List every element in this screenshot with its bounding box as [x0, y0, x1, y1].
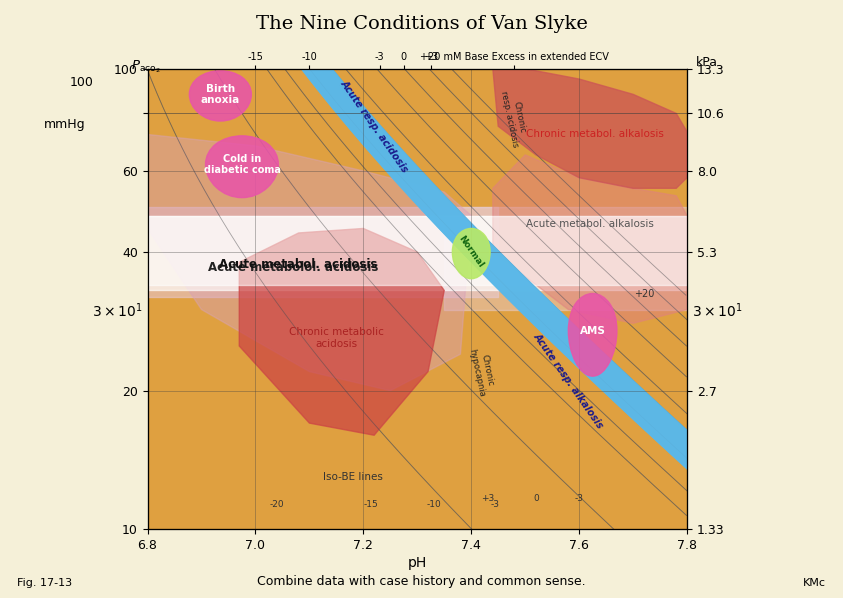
Text: $\mathit{P}$$_{\mathsf{aco_2}}$: $\mathit{P}$$_{\mathsf{aco_2}}$ [131, 58, 161, 75]
Text: +20: +20 [634, 289, 654, 298]
Text: Chronic
hypocapnia: Chronic hypocapnia [468, 346, 497, 398]
Text: The Nine Conditions of Van Slyke: The Nine Conditions of Van Slyke [255, 15, 588, 33]
Ellipse shape [453, 228, 490, 279]
Text: Acute metabol. alkalosis: Acute metabol. alkalosis [526, 219, 654, 229]
Text: -3: -3 [575, 495, 583, 504]
Polygon shape [493, 69, 687, 188]
Polygon shape [148, 135, 471, 390]
Text: KMc: KMc [803, 578, 826, 588]
Text: Chronic metabol. alkalosis: Chronic metabol. alkalosis [526, 129, 664, 139]
Text: -15: -15 [364, 501, 379, 509]
Text: Combine data with case history and common sense.: Combine data with case history and commo… [257, 575, 586, 588]
Ellipse shape [206, 136, 278, 197]
Polygon shape [493, 155, 687, 324]
Text: Acute metabol. acidosis: Acute metabol. acidosis [219, 258, 378, 271]
Text: Chronic
resp. acidosis: Chronic resp. acidosis [499, 89, 530, 148]
Text: Iso-BE lines: Iso-BE lines [323, 472, 383, 482]
Text: Fig. 17-13: Fig. 17-13 [17, 578, 72, 588]
Text: +3: +3 [481, 495, 494, 504]
Ellipse shape [568, 294, 617, 376]
Text: Birth
anoxia: Birth anoxia [201, 84, 240, 105]
Text: -10: -10 [426, 501, 441, 509]
Text: 100: 100 [70, 76, 94, 89]
Text: -3: -3 [491, 501, 500, 509]
Text: kPa: kPa [695, 56, 717, 69]
Text: Normal: Normal [457, 234, 486, 270]
Text: 0: 0 [533, 495, 539, 504]
X-axis label: pH: pH [408, 556, 427, 570]
Text: mmHg: mmHg [44, 118, 85, 130]
Text: Cold in
diabetic coma: Cold in diabetic coma [203, 154, 281, 175]
Text: -20: -20 [270, 501, 284, 509]
Text: Acute metabolol. acidosis: Acute metabolol. acidosis [208, 261, 379, 274]
Text: Acute resp. alkalosis: Acute resp. alkalosis [532, 331, 605, 431]
Text: AMS: AMS [580, 325, 605, 335]
Text: Chronic metabolic
acidosis: Chronic metabolic acidosis [289, 327, 384, 349]
Text: Acute resp. acidosis: Acute resp. acidosis [338, 78, 410, 175]
Ellipse shape [190, 71, 251, 121]
Polygon shape [239, 228, 444, 435]
